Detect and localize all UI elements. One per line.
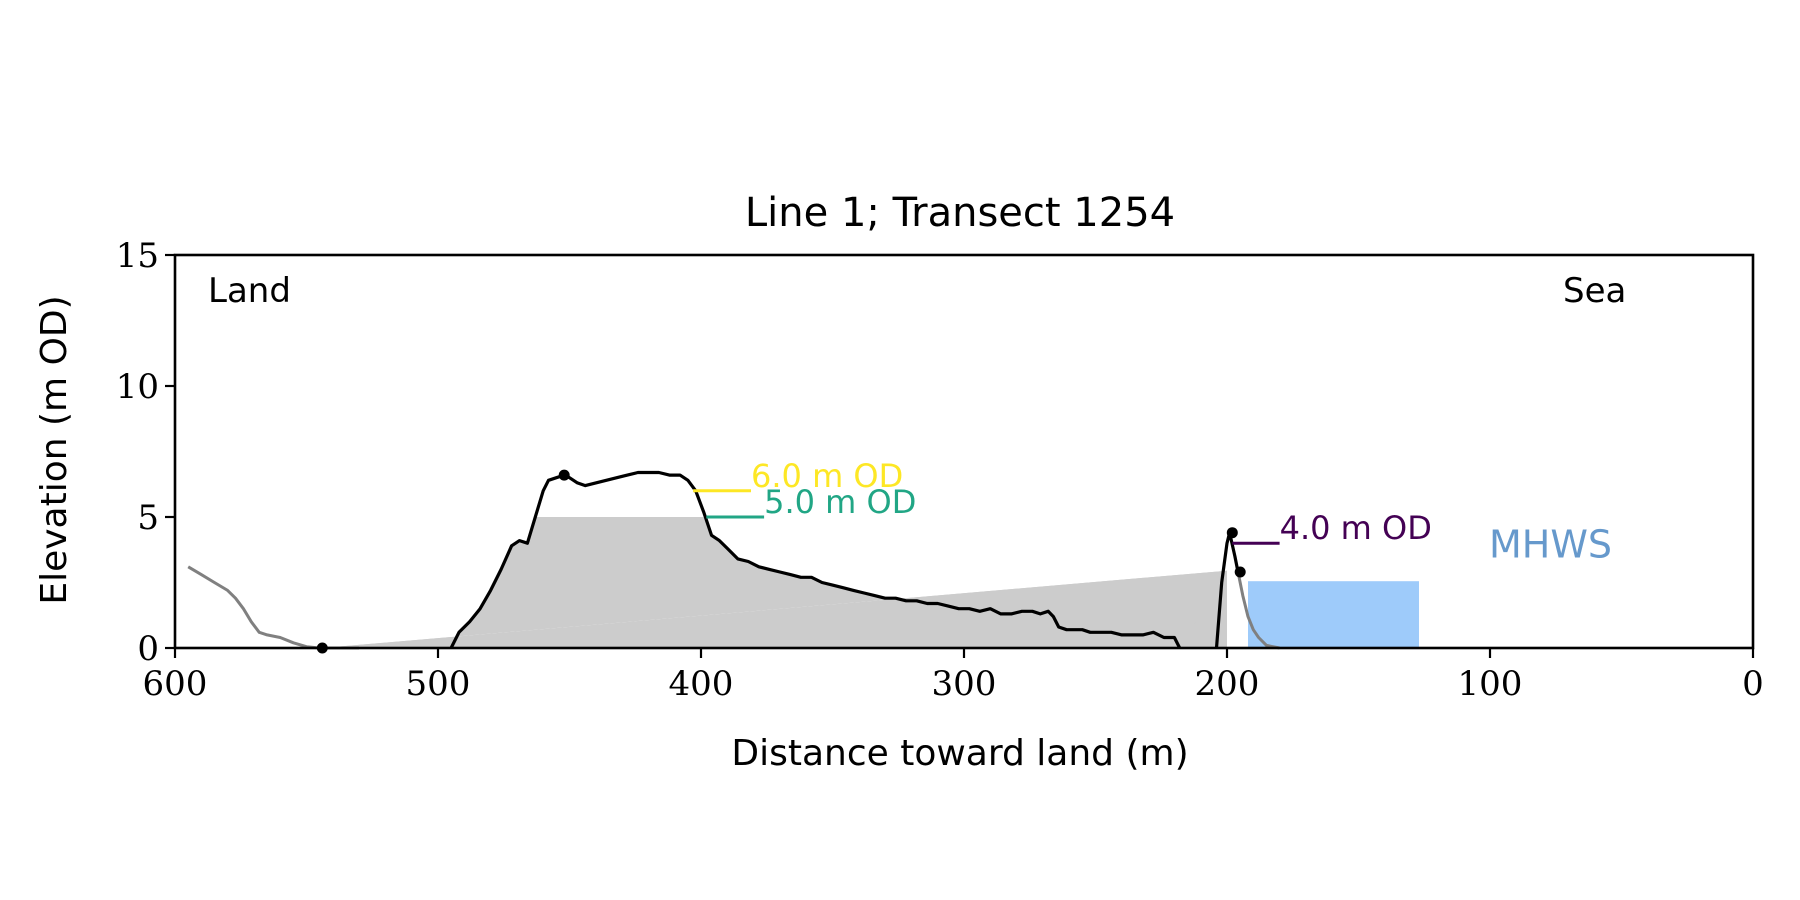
mhws-box — [1248, 581, 1419, 648]
sea-label: Sea — [1563, 271, 1626, 311]
y-axis-label: Elevation (m OD) — [34, 295, 75, 604]
x-axis-label: Distance toward land (m) — [731, 733, 1188, 774]
barrier-context-line — [1236, 569, 1280, 650]
plot-area: 6.0 m OD5.0 m OD 4.0 m OD MHWS — [187, 457, 1612, 654]
level-label-1: 5.0 m OD — [764, 483, 916, 521]
level-label-0: 6.0 m OD — [751, 457, 903, 495]
land-label: Land — [208, 271, 291, 311]
land-context-line — [187, 565, 360, 650]
x-tick-label-3: 300 — [932, 664, 997, 704]
x-tick-label-5: 100 — [1458, 664, 1523, 704]
level-label-2: 4.0 m OD — [1280, 509, 1432, 547]
x-tick-label-1: 500 — [406, 664, 471, 704]
y-tick-label-3: 15 — [116, 236, 159, 276]
x-tick-label-0: 600 — [143, 664, 208, 704]
barrier-main-line — [1214, 531, 1240, 649]
chart-title: Line 1; Transect 1254 — [745, 190, 1175, 236]
profile-point-3 — [1234, 566, 1246, 578]
profile-point-1 — [558, 469, 570, 481]
plot-frame — [173, 253, 1755, 650]
x-tick-label-4: 200 — [1195, 664, 1260, 704]
y-tick-label-2: 10 — [116, 367, 159, 407]
x-tick-label-6: 0 — [1742, 664, 1764, 704]
mhws-label: MHWS — [1489, 523, 1612, 567]
y-tick-label-0: 0 — [137, 629, 159, 669]
profile-point-2 — [1226, 527, 1238, 539]
y-tick-label-1: 5 — [137, 498, 159, 538]
axis-ticks: 600 500 400 300 200 100 0 0 5 10 15 — [116, 236, 1764, 704]
x-tick-label-2: 400 — [669, 664, 734, 704]
shadow-region — [322, 517, 1227, 648]
